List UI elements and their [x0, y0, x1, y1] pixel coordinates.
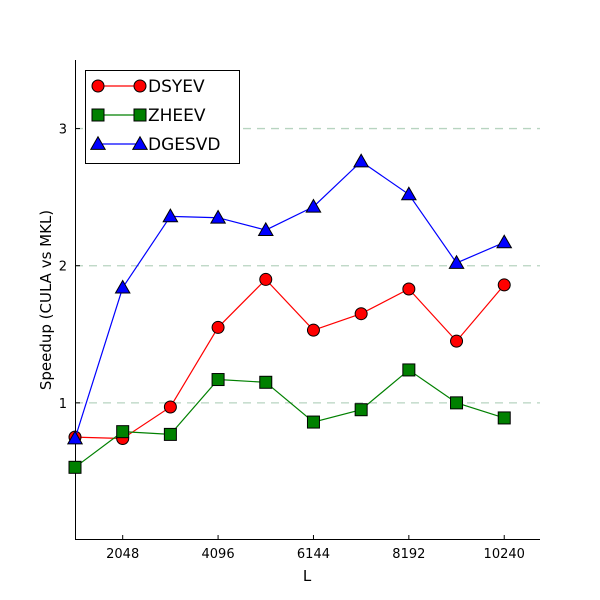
- data-point-dgesvd-8192: [400, 186, 417, 201]
- y-tick-label-2: 2: [59, 260, 67, 275]
- series-zheev: [68, 363, 511, 474]
- y-axis-ticks: 1 2 3: [59, 123, 80, 412]
- data-point-dgesvd-10240: [496, 234, 513, 249]
- data-point-dgesvd-1024: [66, 430, 84, 445]
- data-point-dgesvd-7168: [353, 153, 370, 168]
- legend-marker-left-dsyev: [91, 79, 105, 93]
- legend-marker-right-dgesvd: [131, 135, 149, 150]
- y-tick-label-3: 3: [59, 123, 67, 138]
- axes: [75, 60, 540, 540]
- data-point-dgesvd-9216: [448, 254, 465, 269]
- data-point-dsyev-10240: [497, 278, 511, 292]
- x-tick-label-6144: 6144: [297, 547, 330, 562]
- data-point-zheev-4096: [211, 373, 225, 387]
- data-point-dsyev-3072: [163, 400, 177, 414]
- data-point-dgesvd-2048: [114, 279, 131, 294]
- data-point-zheev-2048: [116, 425, 130, 439]
- legend-marker-right-zheev: [133, 108, 147, 122]
- data-point-zheev-7168: [354, 403, 368, 417]
- data-point-dgesvd-3072: [162, 208, 179, 223]
- data-point-dgesvd-6144: [305, 198, 322, 213]
- x-axis-ticks: 2048 4096 6144 8192 10240: [106, 535, 525, 562]
- data-point-zheev-1024: [68, 460, 82, 474]
- data-point-zheev-6144: [306, 415, 320, 429]
- data-point-dsyev-5120: [259, 272, 273, 286]
- series-line-dsyev: [74, 278, 505, 440]
- legend-label-zheev: ZHEEV: [148, 106, 206, 126]
- series-dgesvd: [66, 153, 513, 445]
- x-tick-label-2048: 2048: [106, 547, 139, 562]
- legend-marker-left-zheev: [91, 108, 105, 122]
- x-tick-label-10240: 10240: [484, 547, 525, 562]
- data-point-dgesvd-5120: [257, 221, 274, 236]
- gridlines: [75, 127, 540, 404]
- data-point-zheev-9216: [450, 396, 464, 410]
- y-tick-label-1: 1: [59, 397, 67, 412]
- x-tick-label-8192: 8192: [392, 547, 425, 562]
- data-point-zheev-3072: [163, 427, 177, 441]
- data-point-dsyev-4096: [211, 320, 225, 334]
- y-axis-label: Speedup (CULA vs MKL): [37, 210, 55, 390]
- data-point-dgesvd-4096: [210, 209, 227, 224]
- legend-label-dgesvd: DGESVD: [148, 135, 221, 155]
- data-point-zheev-10240: [497, 411, 511, 425]
- series-line-zheev: [74, 369, 505, 468]
- data-point-dsyev-9216: [450, 334, 464, 348]
- data-point-zheev-5120: [259, 375, 273, 389]
- series-dsyev: [68, 272, 511, 446]
- data-point-dsyev-6144: [306, 323, 320, 337]
- legend-marker-left-dgesvd: [89, 135, 107, 150]
- data-point-dsyev-7168: [354, 307, 368, 321]
- legend: DSYEV ZHEEV DGESVD: [85, 70, 240, 164]
- x-tick-label-4096: 4096: [202, 547, 235, 562]
- legend-label-dsyev: DSYEV: [148, 77, 205, 97]
- series-line-dgesvd: [74, 160, 505, 439]
- data-point-dsyev-8192: [402, 282, 416, 296]
- data-point-zheev-8192: [402, 363, 416, 377]
- legend-marker-right-dsyev: [133, 79, 147, 93]
- x-axis-label: L: [303, 567, 312, 585]
- series-layer: [66, 153, 513, 474]
